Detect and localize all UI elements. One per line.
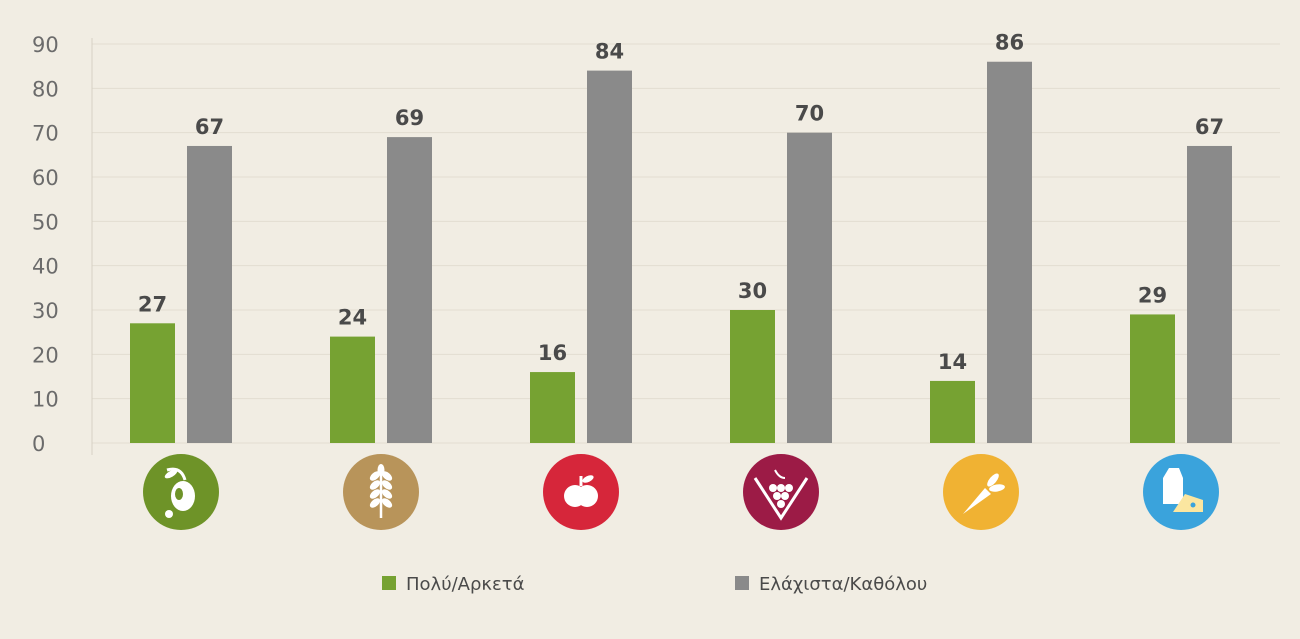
bar-series-1 xyxy=(330,336,375,443)
bar-value-label: 30 xyxy=(738,279,767,303)
bar-value-label: 69 xyxy=(395,106,424,130)
y-tick-label: 10 xyxy=(32,388,59,412)
legend-swatch xyxy=(735,576,749,590)
apple-icon xyxy=(543,454,619,530)
dairy-icon xyxy=(1143,454,1219,530)
bar-series-2 xyxy=(587,70,632,443)
bar-series-2 xyxy=(787,132,832,443)
bar-series-2 xyxy=(987,61,1032,443)
y-tick-label: 70 xyxy=(32,122,59,146)
legend-item-series-1: Πολύ/Αρκετά xyxy=(382,574,524,595)
bar-series-2 xyxy=(387,137,432,443)
olive-icon xyxy=(143,454,219,530)
bar-value-label: 14 xyxy=(938,350,967,374)
bar-value-label: 70 xyxy=(795,102,824,126)
y-tick-label: 0 xyxy=(32,432,45,456)
bar-series-1 xyxy=(1130,314,1175,443)
category-icons xyxy=(143,454,1219,530)
legend: Πολύ/Αρκετά Ελάχιστα/Καθόλου xyxy=(382,574,927,595)
bar-series-1 xyxy=(730,310,775,443)
y-tick-label: 90 xyxy=(32,33,59,57)
y-axis: 0 10 20 30 40 50 60 70 80 90 xyxy=(32,33,93,456)
y-tick-label: 60 xyxy=(32,166,59,190)
carrot-icon-badge xyxy=(943,454,1019,530)
data-labels: 27 67 24 69 16 84 30 70 14 86 29 67 xyxy=(138,31,1224,374)
bar-series-2 xyxy=(1187,145,1232,443)
bars xyxy=(130,61,1232,443)
bar-series-2 xyxy=(187,145,232,443)
bar-value-label: 24 xyxy=(338,306,367,330)
bar-value-label: 29 xyxy=(1138,283,1167,307)
legend-swatch xyxy=(382,576,396,590)
bar-series-1 xyxy=(930,380,975,443)
legend-label: Πολύ/Αρκετά xyxy=(406,574,524,595)
y-tick-label: 30 xyxy=(32,299,59,323)
bar-value-label: 67 xyxy=(195,115,224,139)
carrot-icon xyxy=(943,454,1019,530)
wheat-icon xyxy=(343,454,419,530)
bar-series-1 xyxy=(130,323,175,443)
legend-label: Ελάχιστα/Καθόλου xyxy=(759,574,927,595)
bar-value-label: 27 xyxy=(138,292,167,316)
gridlines xyxy=(92,43,1280,444)
bar-value-label: 84 xyxy=(595,40,624,64)
y-tick-label: 40 xyxy=(32,255,59,279)
grapes-icon xyxy=(743,454,819,530)
y-tick-label: 20 xyxy=(32,343,59,367)
y-tick-label: 80 xyxy=(32,77,59,101)
legend-item-series-2: Ελάχιστα/Καθόλου xyxy=(735,574,927,595)
bar-value-label: 86 xyxy=(995,31,1024,55)
bar-series-1 xyxy=(530,372,575,443)
bar-value-label: 67 xyxy=(1195,115,1224,139)
y-tick-label: 50 xyxy=(32,210,59,234)
bar-value-label: 16 xyxy=(538,341,567,365)
